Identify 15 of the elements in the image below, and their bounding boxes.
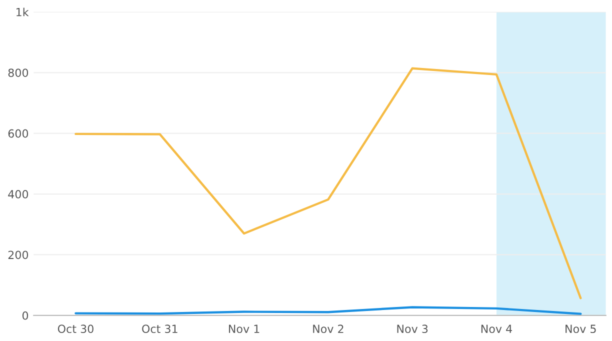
y-tick-label: 600 <box>8 129 28 138</box>
line-series <box>74 306 582 316</box>
x-tick-label: Oct 30 <box>58 324 94 334</box>
y-tick-label: 800 <box>8 68 28 78</box>
x-tick-label: Nov 5 <box>566 324 596 334</box>
y-tick-label: 400 <box>8 190 28 198</box>
line-series <box>74 67 582 300</box>
x-tick-label: Nov 3 <box>397 324 428 334</box>
x-tick-label: Nov 2 <box>313 324 344 334</box>
x-tick-label: Nov 4 <box>481 324 512 334</box>
x-tick-label: Oct 31 <box>142 324 178 334</box>
x-tick-label: Nov 1 <box>228 324 260 334</box>
y-tick-label: 1k <box>16 8 29 16</box>
y-tick-label: 200 <box>8 250 28 260</box>
y-tick-label: 0 <box>22 311 28 320</box>
